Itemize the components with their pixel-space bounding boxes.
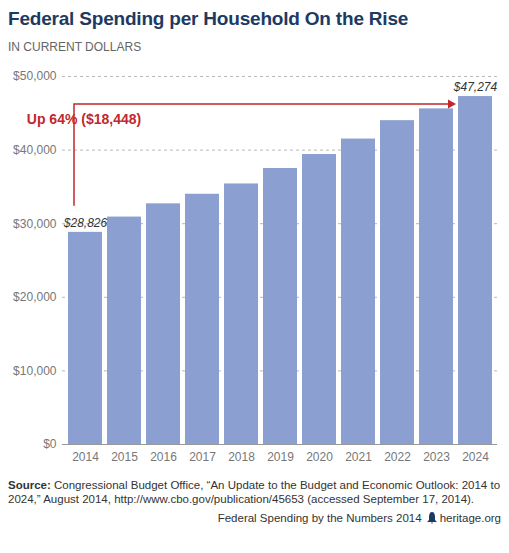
svg-text:$20,000: $20,000: [13, 290, 57, 304]
svg-text:2017: 2017: [189, 450, 216, 464]
svg-text:$50,000: $50,000: [13, 69, 57, 83]
html-text:Federal Spending by the Number: Federal Spending by the Numbers 2014: [217, 512, 422, 524]
svg-text:2023: 2023: [423, 450, 450, 464]
html-text:heritage.org: heritage.org: [439, 512, 501, 524]
svg-text:$30,000: $30,000: [13, 217, 57, 231]
svg-text:2019: 2019: [267, 450, 294, 464]
svg-text:$47,274: $47,274: [453, 80, 498, 94]
svg-text:$28,826: $28,826: [63, 216, 108, 230]
html-text:IN CURRENT DOLLARS: IN CURRENT DOLLARS: [8, 40, 142, 54]
svg-text:2022: 2022: [384, 450, 411, 464]
svg-text:$0: $0: [43, 437, 57, 451]
svg-text:$10,000: $10,000: [13, 364, 57, 378]
svg-text:2015: 2015: [111, 450, 138, 464]
html-text:Federal Spending per Household: Federal Spending per Household On the Ri…: [8, 8, 409, 29]
svg-text:2024: 2024: [462, 450, 489, 464]
svg-text:2014: 2014: [72, 450, 99, 464]
svg-text:$40,000: $40,000: [13, 143, 57, 157]
svg-text:2021: 2021: [345, 450, 372, 464]
svg-text:Up 64% ($18,448): Up 64% ($18,448): [27, 111, 141, 127]
html-text:Source: Congressional Budget O: Source: Congressional Budget Office, “An…: [8, 479, 500, 505]
svg-text:2018: 2018: [228, 450, 255, 464]
svg-text:2016: 2016: [150, 450, 177, 464]
svg-text:2020: 2020: [306, 450, 333, 464]
